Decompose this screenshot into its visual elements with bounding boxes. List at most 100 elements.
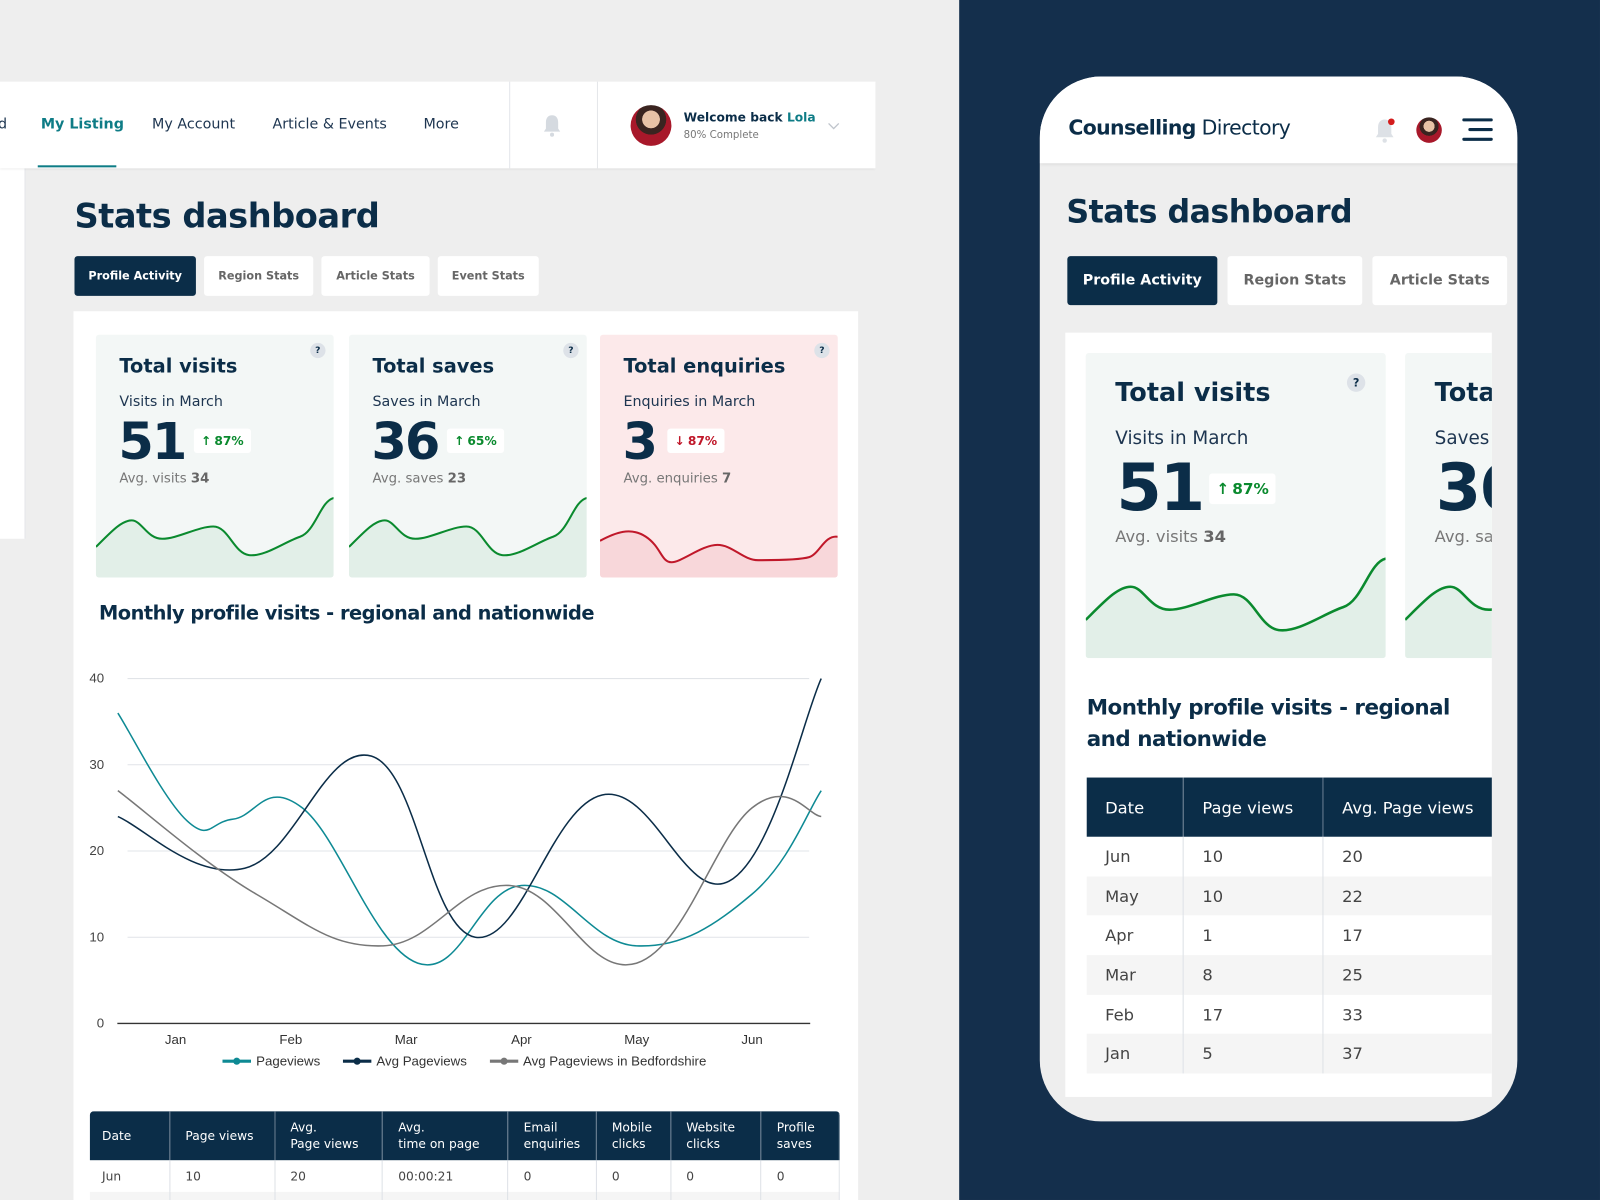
table-header-row: Date Page views Avg. Page views Avg. time on … bbox=[89, 1111, 840, 1161]
chart-title-line: and nationwide bbox=[1086, 726, 1267, 752]
header-text: clicks bbox=[611, 1136, 646, 1152]
table-row: Mar 8 25 bbox=[1086, 955, 1492, 995]
avg-value: 7 bbox=[721, 471, 732, 487]
avatar[interactable] bbox=[630, 105, 672, 146]
table-cell bbox=[507, 1191, 597, 1200]
change-value: 87% bbox=[214, 433, 244, 448]
column-header[interactable]: Avg. time on page bbox=[382, 1111, 509, 1161]
y-tick-label: 10 bbox=[89, 929, 104, 944]
bell-icon[interactable] bbox=[1372, 117, 1396, 144]
welcome-prefix: Welcome back bbox=[683, 110, 783, 125]
sparkline bbox=[1085, 557, 1386, 659]
tab-article-stats[interactable]: Article Stats bbox=[321, 256, 430, 296]
table-cell: Apr bbox=[1086, 915, 1185, 956]
avg-value: 23 bbox=[447, 471, 467, 487]
table-row: Jan 5 37 bbox=[1086, 1034, 1492, 1074]
legend-swatch bbox=[489, 1057, 518, 1065]
help-icon[interactable]: ? bbox=[563, 342, 579, 359]
table-cell bbox=[274, 1191, 383, 1200]
kpi-card-total-saves: ? Total saves Saves in March 36 ↑ 65% Avg… bbox=[348, 334, 587, 578]
table-cell bbox=[382, 1191, 509, 1200]
kpi-value: 51 bbox=[118, 412, 187, 472]
column-header[interactable]: Page views bbox=[1183, 777, 1324, 837]
column-header[interactable]: Avg. Page views bbox=[1323, 777, 1492, 837]
help-icon[interactable]: ? bbox=[310, 342, 326, 359]
table-cell: 0 bbox=[760, 1160, 840, 1192]
arrow-up-icon: ↑ bbox=[1216, 479, 1230, 498]
kpi-average: Avg. sa bbox=[1434, 526, 1492, 546]
nav-item-more[interactable]: More bbox=[423, 116, 459, 133]
sparkline bbox=[1405, 585, 1492, 659]
user-name: Lola bbox=[786, 110, 816, 125]
avatar[interactable] bbox=[1416, 117, 1442, 143]
table-cell: 17 bbox=[1323, 915, 1492, 956]
table-cell: May bbox=[1086, 876, 1185, 916]
table-cell: Jun bbox=[89, 1160, 171, 1192]
column-header[interactable]: Profile saves bbox=[760, 1111, 840, 1161]
kpi-value: 51 bbox=[1116, 451, 1205, 527]
change-value: 65% bbox=[467, 433, 497, 448]
nav-item-dashboard[interactable]: d bbox=[0, 116, 7, 132]
table-cell: 20 bbox=[274, 1160, 383, 1192]
chevron-down-icon[interactable] bbox=[828, 122, 840, 130]
table-cell: Feb bbox=[1086, 994, 1185, 1035]
table-cell: 10 bbox=[1183, 836, 1324, 877]
kpi-title: Tota bbox=[1434, 377, 1492, 408]
kpi-subtitle: Saves in March bbox=[372, 393, 481, 411]
logo[interactable]: Counselling Directory bbox=[1068, 115, 1290, 139]
tab-profile-activity[interactable]: Profile Activity bbox=[1067, 256, 1218, 306]
table-header-row: Date Page views Avg. Page views bbox=[1086, 777, 1492, 837]
y-tick-label: 0 bbox=[97, 1016, 104, 1031]
x-tick-label: Jun bbox=[741, 1032, 762, 1047]
table-cell: 10 bbox=[169, 1160, 276, 1192]
table-cell: 0 bbox=[670, 1160, 762, 1192]
header-text: Mobile bbox=[611, 1120, 653, 1135]
nav-item-my-listing[interactable]: My Listing bbox=[40, 116, 124, 133]
y-tick-label: 20 bbox=[89, 843, 104, 858]
avg-value: 34 bbox=[190, 471, 210, 487]
mobile-stats-table: Date Page views Avg. Page views Jun 10 20 May… bbox=[1086, 777, 1492, 1074]
table-row bbox=[89, 1191, 840, 1200]
hamburger-menu-icon[interactable] bbox=[1462, 117, 1493, 141]
header-text: Page views bbox=[185, 1128, 254, 1143]
tab-region-stats[interactable]: Region Stats bbox=[204, 256, 314, 296]
tab-region-stats[interactable]: Region Stats bbox=[1227, 256, 1363, 306]
logo-light: Directory bbox=[1201, 115, 1291, 140]
table-row: Jun 10 20 bbox=[1086, 836, 1492, 877]
column-header[interactable]: Page views bbox=[169, 1111, 276, 1161]
help-icon[interactable]: ? bbox=[814, 342, 830, 359]
avg-label: Avg. visits bbox=[119, 471, 187, 487]
table-cell: Jan bbox=[1086, 1034, 1185, 1074]
nav-item-article-events[interactable]: Article & Events bbox=[272, 116, 387, 133]
column-header[interactable]: Mobile clicks bbox=[596, 1111, 671, 1161]
stats-panel: ? Total visits Visits in March 51 ↑ 87% A… bbox=[1065, 332, 1492, 1097]
column-header[interactable]: Avg. Page views bbox=[274, 1111, 383, 1161]
tab-profile-activity[interactable]: Profile Activity bbox=[74, 256, 196, 296]
table-cell: 33 bbox=[1323, 994, 1492, 1035]
legend-item-pageviews[interactable]: Pageviews bbox=[222, 1053, 320, 1068]
legend-item-avg-pageviews[interactable]: Avg Pageviews bbox=[342, 1053, 467, 1068]
chart-title: Monthly profile visits - regional and na… bbox=[98, 602, 595, 625]
avg-label: Avg. enquiries bbox=[623, 471, 718, 487]
x-tick-label: Mar bbox=[395, 1032, 418, 1047]
column-header[interactable]: Email enquiries bbox=[507, 1111, 597, 1161]
tab-article-stats[interactable]: Article Stats bbox=[1372, 256, 1508, 306]
header-text: Avg. bbox=[398, 1120, 425, 1135]
column-header[interactable]: Date bbox=[89, 1111, 171, 1161]
kpi-subtitle: Visits in March bbox=[1115, 427, 1249, 449]
page-title: Stats dashboard bbox=[74, 195, 380, 236]
help-icon[interactable]: ? bbox=[1346, 373, 1366, 392]
table-cell: 25 bbox=[1323, 955, 1492, 995]
legend-item-avg-pageviews-bedfordshire[interactable]: Avg Pageviews in Bedfordshire bbox=[489, 1053, 706, 1068]
chart-title-line: Monthly profile visits - regional bbox=[1086, 694, 1451, 720]
nav-item-my-account[interactable]: My Account bbox=[152, 116, 236, 133]
column-header[interactable]: Website clicks bbox=[670, 1111, 762, 1161]
kpi-subtitle: Enquiries in March bbox=[623, 393, 756, 411]
series-line-avg-pageviews-in-bedfordshire bbox=[117, 790, 822, 966]
column-header[interactable]: Date bbox=[1086, 777, 1185, 837]
bell-icon[interactable] bbox=[541, 113, 563, 137]
tab-event-stats[interactable]: Event Stats bbox=[437, 256, 539, 296]
avg-label: Avg. saves bbox=[372, 471, 444, 487]
arrow-up-icon: ↑ bbox=[201, 433, 212, 448]
notification-dot bbox=[1387, 118, 1395, 126]
